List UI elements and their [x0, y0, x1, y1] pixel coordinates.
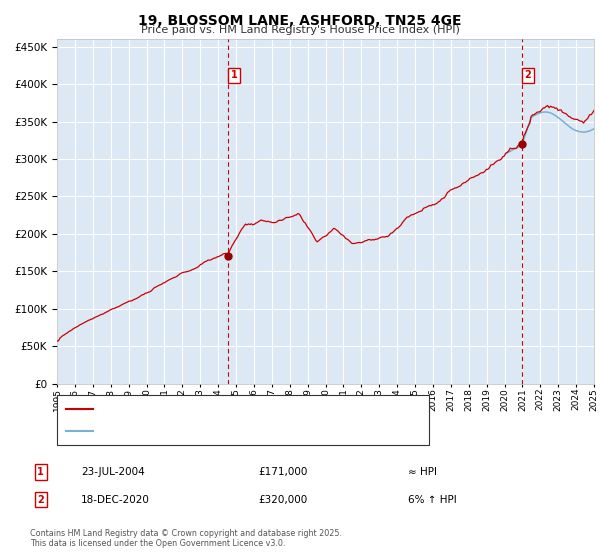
- Text: 1: 1: [230, 70, 238, 80]
- Text: HPI: Average price, semi-detached house, Ashford: HPI: Average price, semi-detached house,…: [99, 427, 338, 436]
- Text: ≈ HPI: ≈ HPI: [408, 467, 437, 477]
- Text: £320,000: £320,000: [258, 494, 307, 505]
- Text: 18-DEC-2020: 18-DEC-2020: [81, 494, 150, 505]
- Text: £171,000: £171,000: [258, 467, 307, 477]
- Text: 19, BLOSSOM LANE, ASHFORD, TN25 4GE: 19, BLOSSOM LANE, ASHFORD, TN25 4GE: [138, 14, 462, 28]
- Text: 23-JUL-2004: 23-JUL-2004: [81, 467, 145, 477]
- Text: 2: 2: [524, 70, 531, 80]
- Text: Contains HM Land Registry data © Crown copyright and database right 2025.
This d: Contains HM Land Registry data © Crown c…: [30, 529, 342, 548]
- Text: 1: 1: [37, 467, 44, 477]
- Text: Price paid vs. HM Land Registry's House Price Index (HPI): Price paid vs. HM Land Registry's House …: [140, 25, 460, 35]
- Text: 19, BLOSSOM LANE, ASHFORD, TN25 4GE (semi-detached house): 19, BLOSSOM LANE, ASHFORD, TN25 4GE (sem…: [99, 404, 409, 413]
- Text: 2: 2: [37, 494, 44, 505]
- Text: 6% ↑ HPI: 6% ↑ HPI: [408, 494, 457, 505]
